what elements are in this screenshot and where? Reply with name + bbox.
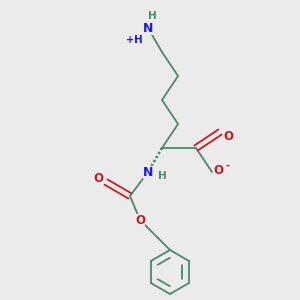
Text: H: H bbox=[134, 35, 142, 45]
Text: -: - bbox=[225, 161, 229, 171]
Text: O: O bbox=[213, 164, 223, 176]
Text: N: N bbox=[143, 22, 153, 34]
Text: +: + bbox=[126, 35, 134, 45]
Text: H: H bbox=[148, 11, 156, 21]
Text: N: N bbox=[143, 166, 153, 178]
Text: H: H bbox=[158, 171, 166, 181]
Text: O: O bbox=[223, 130, 233, 142]
Text: O: O bbox=[93, 172, 103, 184]
Text: O: O bbox=[135, 214, 145, 226]
